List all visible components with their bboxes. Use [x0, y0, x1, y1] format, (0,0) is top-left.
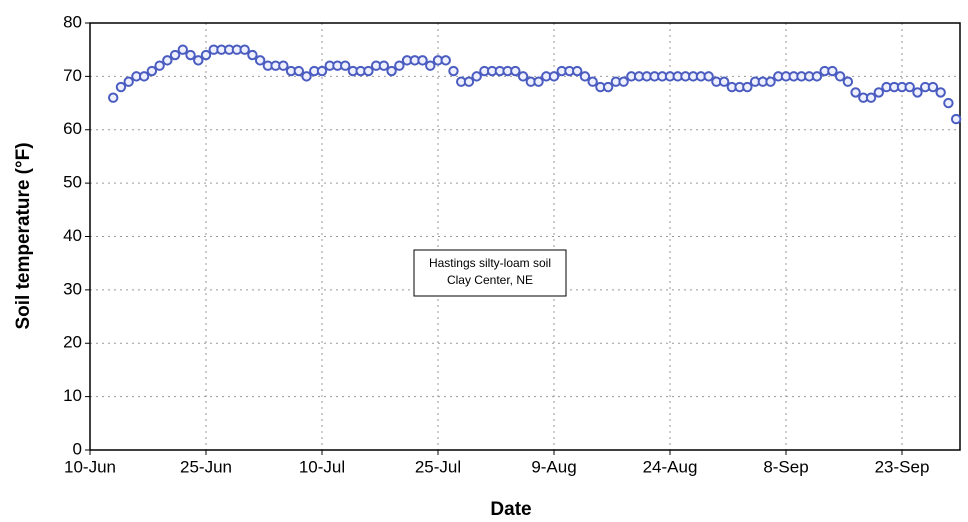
data-point	[912, 87, 923, 98]
annotation: Hastings silty-loam soil Clay Center, NE	[413, 249, 567, 297]
annotation-line: Clay Center, NE	[447, 273, 533, 287]
y-tick-label: 60	[63, 119, 82, 138]
y-tick-label: 80	[63, 12, 82, 31]
y-tick-label: 0	[73, 439, 82, 458]
data-point	[363, 65, 374, 77]
plot-frame	[89, 22, 961, 451]
data-point	[123, 76, 134, 87]
data-point	[463, 76, 475, 87]
x-tick-label: 24-Aug	[643, 457, 698, 476]
x-tick-label: 8-Sep	[763, 457, 808, 476]
data-point	[865, 92, 877, 103]
data-point	[193, 55, 204, 66]
data-point	[108, 92, 119, 103]
y-tick-label: 50	[63, 173, 82, 192]
data-point	[811, 71, 823, 82]
x-tick-label: 9-Aug	[531, 457, 576, 476]
data-point	[572, 65, 583, 77]
data-point	[378, 60, 390, 71]
data-point	[425, 60, 436, 71]
x-tick-label: 23-Sep	[875, 457, 930, 476]
data-point	[842, 76, 854, 87]
data-point	[703, 71, 714, 82]
data-point	[200, 49, 212, 61]
data-point	[718, 76, 730, 87]
data-point	[440, 55, 451, 66]
y-tick-label: 10	[63, 386, 82, 405]
x-tick-label: 25-Jun	[180, 457, 232, 476]
data-point	[316, 65, 328, 77]
data-point	[115, 81, 127, 93]
y-tick-label: 70	[63, 66, 82, 85]
data-point	[185, 49, 196, 61]
data-point	[138, 71, 150, 82]
data-point	[827, 65, 838, 77]
data-point	[834, 71, 846, 82]
data-point	[765, 76, 776, 87]
data-point	[517, 71, 529, 82]
y-tick-label: 30	[63, 279, 82, 298]
data-point	[943, 97, 954, 109]
data-point	[904, 81, 915, 93]
data-point	[927, 81, 939, 93]
data-point	[247, 49, 258, 61]
data-point	[533, 76, 544, 87]
data-point	[448, 65, 459, 77]
annotation-box	[413, 249, 567, 297]
data-point	[278, 60, 289, 71]
y-tick-label: 40	[63, 226, 82, 245]
data-point	[873, 87, 884, 98]
data-point	[154, 60, 165, 71]
data-point	[587, 76, 598, 87]
data-point	[471, 71, 482, 82]
data-point	[177, 44, 189, 55]
annotation-line: Hastings silty-loam soil	[429, 256, 551, 270]
data-point	[169, 49, 181, 61]
y-axis-label: Soil temperature (°F)	[13, 142, 34, 329]
data-point	[146, 65, 158, 77]
data-point	[301, 71, 312, 82]
data-point	[618, 76, 629, 87]
data-point	[579, 71, 591, 82]
x-tick-label: 25-Jul	[415, 457, 461, 476]
data-point	[510, 65, 521, 77]
data-point	[254, 55, 266, 66]
x-tick-label: 10-Jul	[299, 457, 345, 476]
data-point	[162, 55, 173, 66]
data-point	[417, 55, 428, 66]
x-axis-label: Date	[490, 499, 531, 520]
data-point	[950, 113, 962, 125]
data-point	[602, 81, 614, 93]
x-tick-label: 10-Jun	[64, 457, 116, 476]
data-point	[386, 65, 397, 77]
data-point	[340, 60, 351, 71]
data-point	[239, 44, 250, 55]
data-point	[850, 87, 861, 98]
data-point	[548, 71, 560, 82]
data-point	[935, 87, 946, 98]
data-point	[293, 65, 304, 77]
data-point	[742, 81, 753, 93]
data-point	[394, 60, 405, 71]
y-tick-label: 20	[63, 333, 82, 352]
